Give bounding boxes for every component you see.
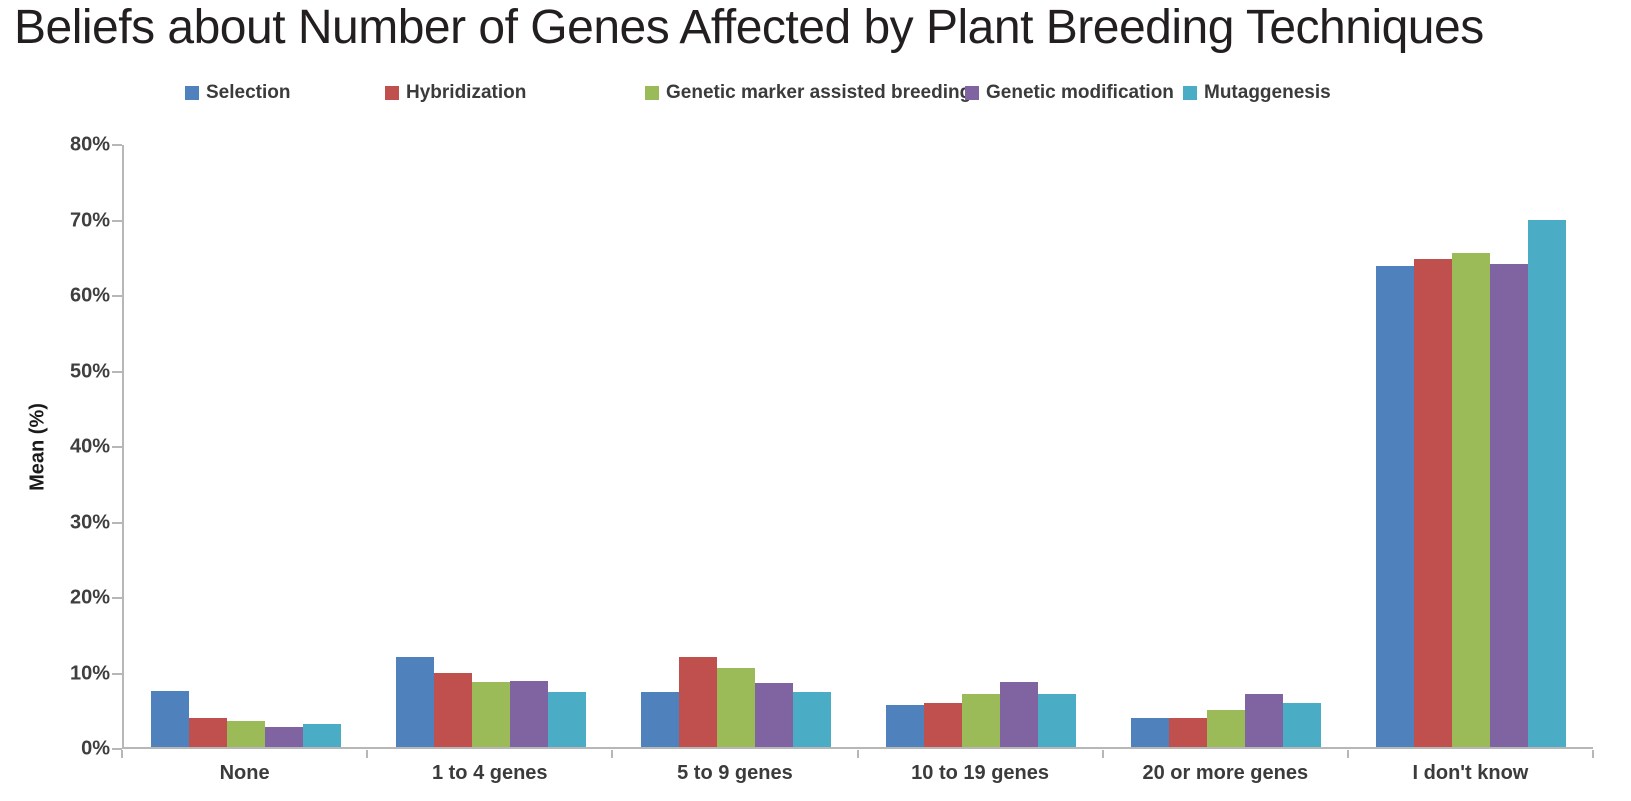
y-tick-label: 30% <box>69 511 110 533</box>
plot-area <box>122 145 1593 749</box>
legend-label: Genetic marker assisted breeding <box>666 82 972 103</box>
legend-item: Genetic modification <box>965 80 1174 106</box>
bar <box>961 693 1000 747</box>
x-tick-mark <box>366 750 369 758</box>
bar <box>396 657 435 747</box>
legend-swatch-icon <box>385 86 399 100</box>
x-category-label: 10 to 19 genes <box>911 762 1050 784</box>
y-tick-label: 60% <box>69 284 110 307</box>
y-tick-mark <box>112 748 122 750</box>
bar <box>227 720 266 747</box>
bar-group <box>614 145 859 747</box>
bar <box>1413 258 1452 747</box>
bar <box>434 673 473 747</box>
y-tick-mark <box>112 295 122 297</box>
y-tick-label: 40% <box>69 435 110 458</box>
legend-swatch-icon <box>1183 86 1197 100</box>
legend-item: Genetic marker assisted breeding <box>645 80 971 106</box>
bar <box>548 692 587 747</box>
bar <box>1037 694 1076 747</box>
bar <box>679 657 718 747</box>
y-tick-mark <box>112 597 122 599</box>
bar <box>885 704 924 747</box>
bar <box>1375 266 1414 747</box>
bar <box>1244 693 1283 747</box>
y-tick-mark <box>112 370 122 373</box>
y-tick-mark <box>112 446 122 448</box>
legend-item: Selection <box>185 80 290 106</box>
bar <box>717 668 756 747</box>
x-category-label: I don't know <box>1412 762 1529 784</box>
x-tick-mark <box>1101 750 1104 758</box>
bar <box>1489 263 1528 747</box>
bar <box>793 692 832 747</box>
legend-item: Mutaggenesis <box>1183 80 1331 106</box>
legend-label: Mutaggenesis <box>1204 82 1331 103</box>
y-tick-label: 20% <box>69 586 110 609</box>
legend-swatch-icon <box>645 86 659 100</box>
y-tick-mark <box>112 144 122 146</box>
x-tick-mark <box>1592 750 1594 758</box>
y-tick-mark <box>112 219 122 222</box>
y-tick-label: 10% <box>69 662 110 684</box>
bar <box>510 680 549 747</box>
x-tick-mark <box>121 750 123 758</box>
y-tick-label: 80% <box>69 133 110 156</box>
bar <box>303 724 342 747</box>
y-tick-label: 70% <box>69 209 110 231</box>
bar <box>189 717 228 747</box>
bar <box>1130 717 1169 747</box>
bar <box>641 692 680 747</box>
y-tick-mark <box>112 521 122 524</box>
x-category-label: 5 to 9 genes <box>677 762 793 784</box>
x-axis-labels: None 1 to 4 genes 5 to 9 genes 10 to 19 gen… <box>122 762 1593 785</box>
legend-label: Hybridization <box>406 82 527 103</box>
bar <box>1282 703 1321 747</box>
legend-label: Selection <box>206 82 291 103</box>
bar <box>472 682 511 747</box>
x-category-label: 20 or more genes <box>1142 762 1309 784</box>
x-tick-mark <box>611 750 614 758</box>
chart-title: Beliefs about Number of Genes Affected b… <box>14 1 1484 54</box>
bar-group <box>1103 145 1348 747</box>
bar <box>1451 253 1490 747</box>
legend: Selection Hybridization Genetic marker ass… <box>0 80 1631 106</box>
x-tick-mark <box>856 750 859 758</box>
bar <box>1168 717 1207 747</box>
bar <box>999 681 1038 747</box>
bar-group <box>124 145 369 747</box>
bar-group <box>858 145 1103 747</box>
x-category-label: None <box>219 762 270 784</box>
x-category-label: 1 to 4 genes <box>431 762 548 784</box>
bar-group <box>369 145 614 747</box>
bar-group <box>1348 145 1593 747</box>
legend-swatch-icon <box>965 86 979 100</box>
bar <box>755 683 794 747</box>
legend-item: Hybridization <box>385 80 526 106</box>
bar <box>923 702 962 747</box>
y-tick-label: 0% <box>81 737 110 760</box>
legend-swatch-icon <box>185 86 199 100</box>
legend-label: Genetic modification <box>986 82 1174 103</box>
bar <box>151 690 190 747</box>
y-tick-mark <box>112 672 122 675</box>
bar <box>1527 220 1566 747</box>
bar <box>265 727 304 747</box>
y-tick-label: 50% <box>69 360 110 382</box>
bar <box>1206 710 1245 747</box>
x-tick-mark <box>1346 750 1349 758</box>
